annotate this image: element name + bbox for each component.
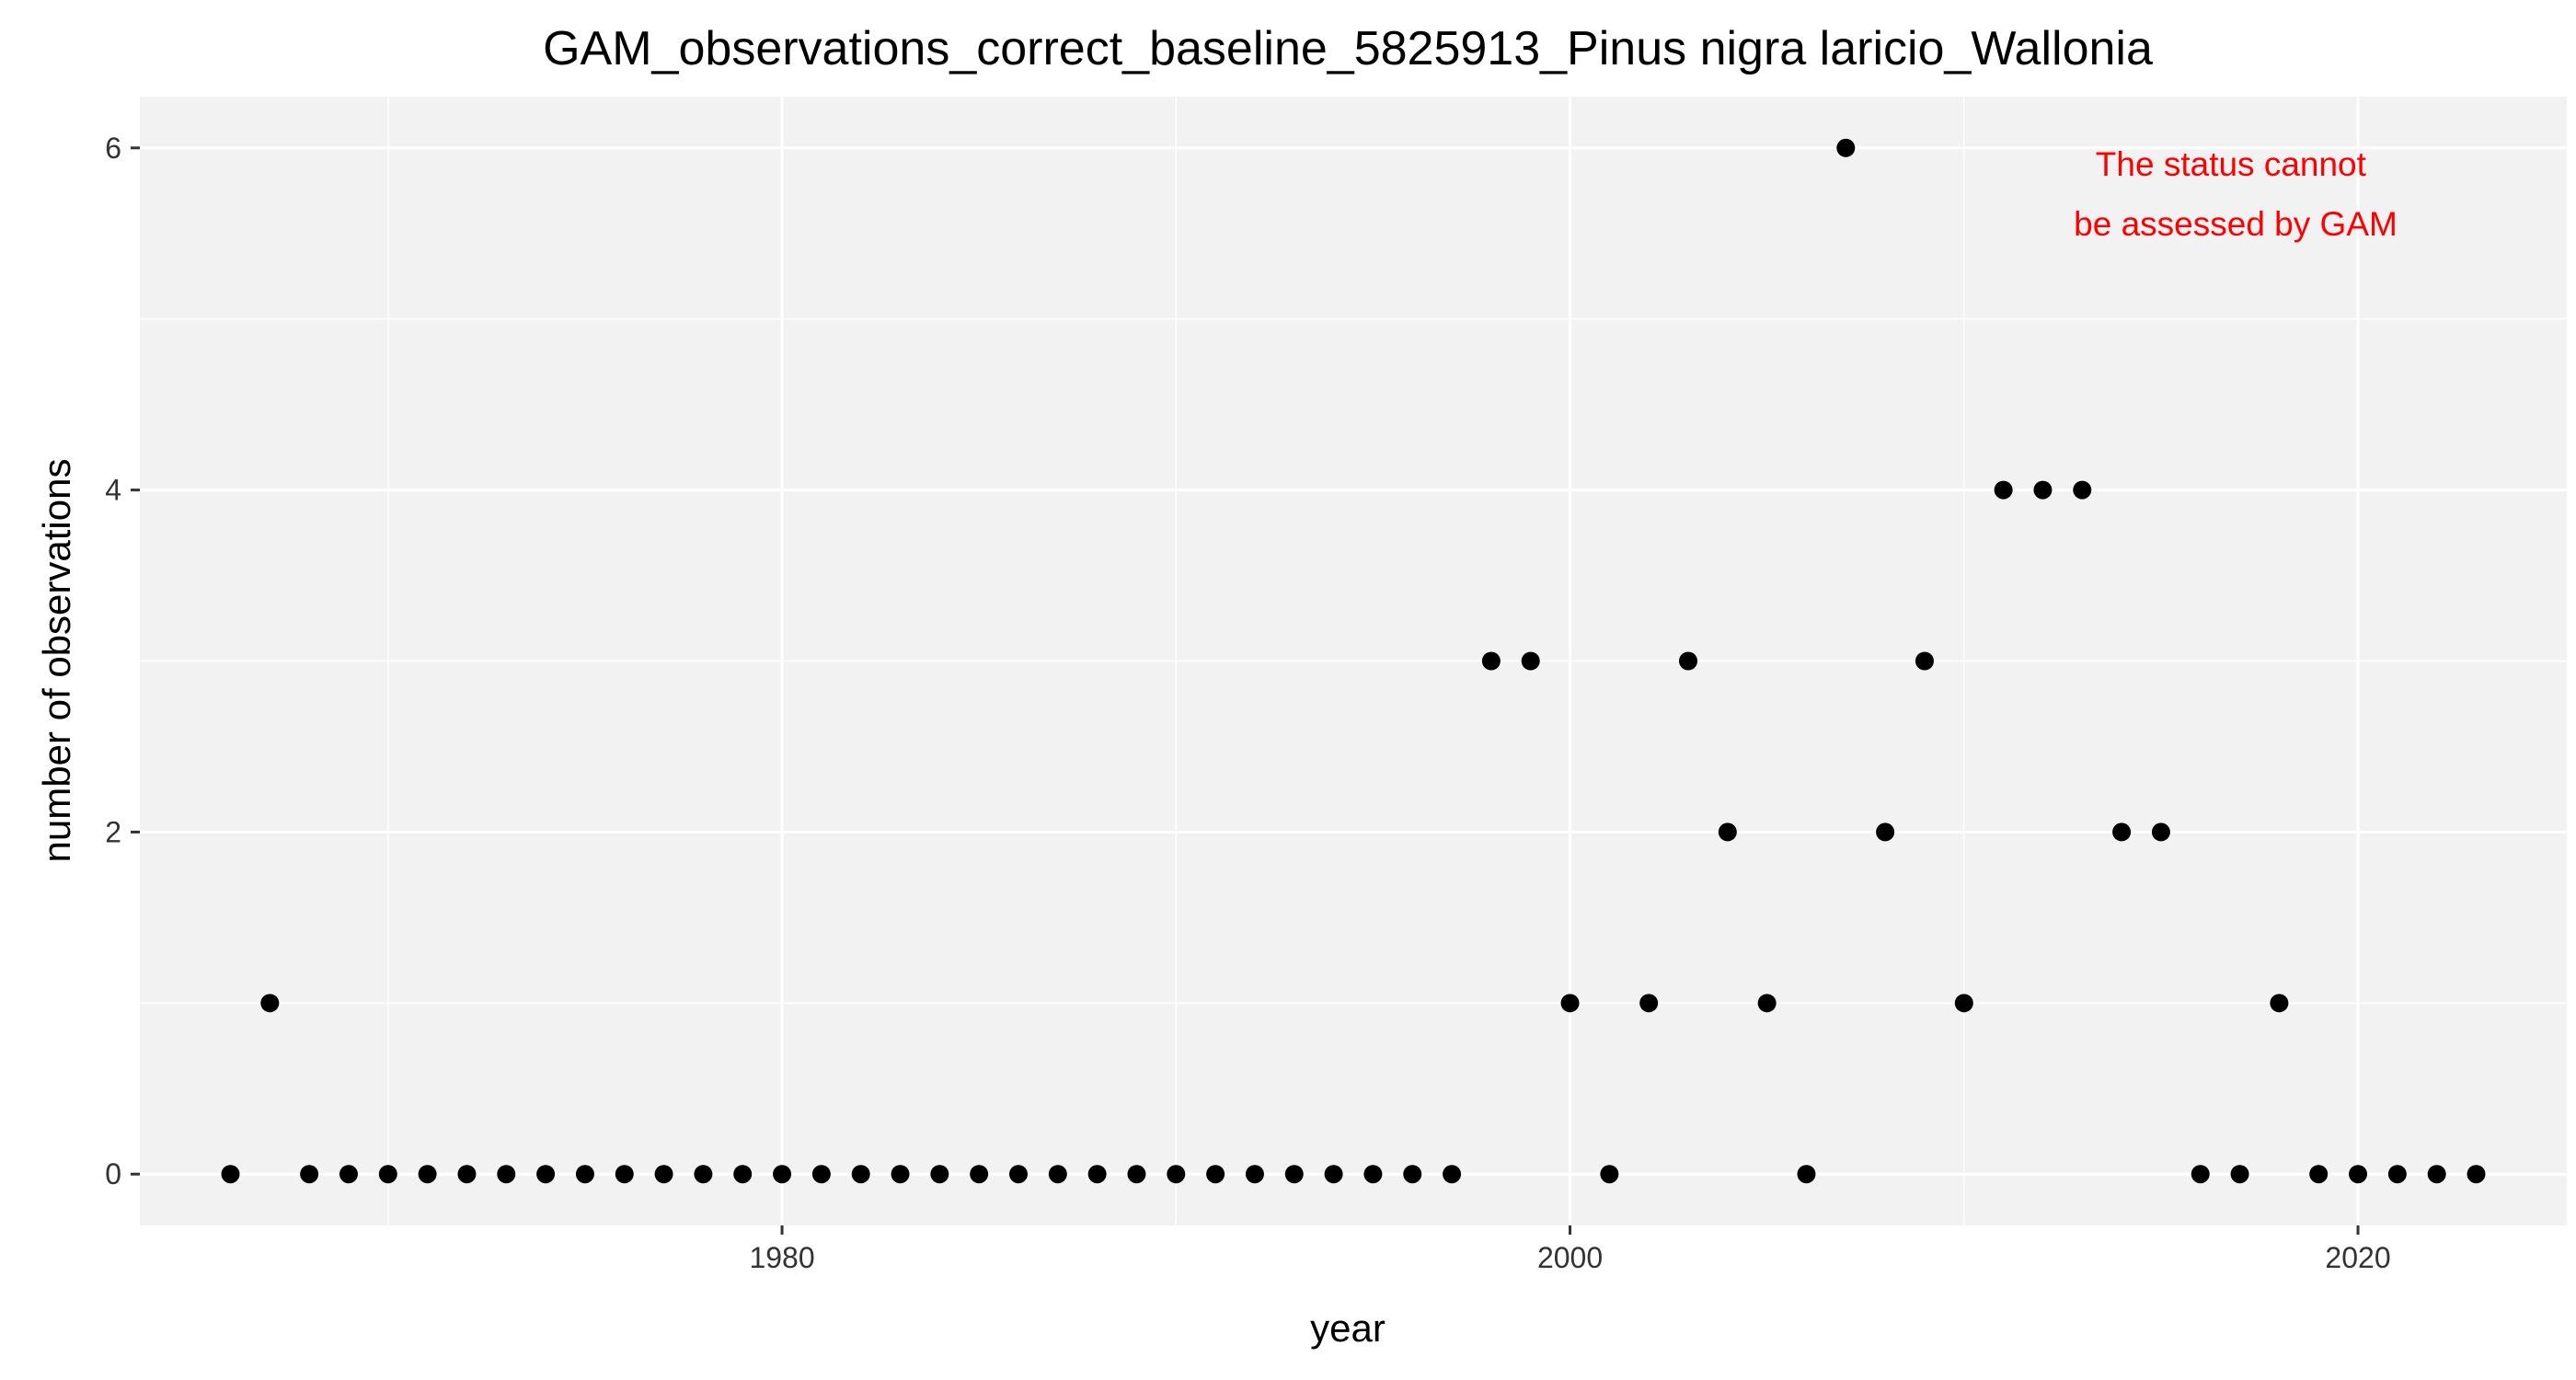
x-tick-label: 2020 <box>2325 1241 2390 1274</box>
data-point <box>2427 1165 2446 1184</box>
data-point <box>891 1165 910 1184</box>
chart-title: GAM_observations_correct_baseline_582591… <box>543 22 2153 75</box>
data-point <box>654 1165 673 1184</box>
status-annotation: The status cannot be assessed by GAM <box>2074 145 2398 243</box>
data-point <box>1324 1165 1343 1184</box>
data-point <box>1443 1165 1462 1184</box>
data-point <box>378 1165 397 1184</box>
data-point <box>2270 994 2289 1013</box>
data-point <box>1008 1165 1028 1184</box>
y-axis-title: number of observations <box>35 459 78 863</box>
data-point <box>497 1165 516 1184</box>
data-point <box>1127 1165 1146 1184</box>
data-points <box>221 138 2486 1184</box>
data-point <box>260 994 280 1013</box>
data-point <box>2230 1165 2249 1184</box>
data-point <box>615 1165 634 1184</box>
data-point <box>300 1165 319 1184</box>
x-tick-label: 2000 <box>1537 1241 1603 1274</box>
data-point <box>733 1165 753 1184</box>
data-point <box>970 1165 989 1184</box>
annotation-line-1: The status cannot <box>2096 145 2367 183</box>
data-point <box>811 1165 831 1184</box>
data-point <box>930 1165 949 1184</box>
data-point <box>1481 651 1501 671</box>
y-tick-label: 0 <box>105 1157 121 1190</box>
data-point <box>2191 1165 2210 1184</box>
annotation-line-2: be assessed by GAM <box>2074 205 2398 243</box>
data-point <box>2349 1165 2368 1184</box>
data-point <box>1363 1165 1383 1184</box>
data-point <box>851 1165 870 1184</box>
y-axis: 0 2 4 6 <box>105 132 140 1190</box>
y-tick-label: 6 <box>105 132 121 165</box>
data-point <box>1915 651 1934 671</box>
data-point <box>1245 1165 1264 1184</box>
x-tick-label: 1980 <box>749 1241 814 1274</box>
data-point <box>1679 651 1698 671</box>
data-point <box>1521 651 1540 671</box>
data-point <box>1403 1165 1422 1184</box>
data-point <box>1954 994 1973 1013</box>
data-point <box>1560 994 1580 1013</box>
data-point <box>1284 1165 1304 1184</box>
data-point <box>418 1165 437 1184</box>
data-point <box>457 1165 477 1184</box>
data-point <box>1876 822 1895 842</box>
data-point <box>2033 480 2053 500</box>
data-point <box>1087 1165 1107 1184</box>
data-point <box>339 1165 358 1184</box>
x-axis: 1980 2000 2020 <box>749 1225 2391 1274</box>
data-point <box>2309 1165 2329 1184</box>
y-tick-label: 2 <box>105 815 121 848</box>
data-point <box>1167 1165 1186 1184</box>
data-point <box>2467 1165 2486 1184</box>
data-point <box>536 1165 556 1184</box>
data-point <box>1994 480 2013 500</box>
data-point <box>2073 480 2092 500</box>
data-point <box>694 1165 713 1184</box>
data-point <box>221 1165 240 1184</box>
data-point <box>1718 822 1737 842</box>
y-tick-label: 4 <box>105 474 121 507</box>
data-point <box>1639 994 1659 1013</box>
data-point <box>575 1165 594 1184</box>
data-point <box>1048 1165 1067 1184</box>
minor-gridlines <box>140 97 2567 1225</box>
data-point <box>2151 822 2170 842</box>
data-point <box>2387 1165 2407 1184</box>
data-point <box>1797 1165 1816 1184</box>
data-point <box>1757 994 1777 1013</box>
data-point <box>773 1165 792 1184</box>
data-point <box>1206 1165 1225 1184</box>
data-point <box>2112 822 2132 842</box>
x-axis-title: year <box>1310 1306 1386 1350</box>
data-point <box>1836 138 1856 157</box>
data-point <box>1600 1165 1619 1184</box>
